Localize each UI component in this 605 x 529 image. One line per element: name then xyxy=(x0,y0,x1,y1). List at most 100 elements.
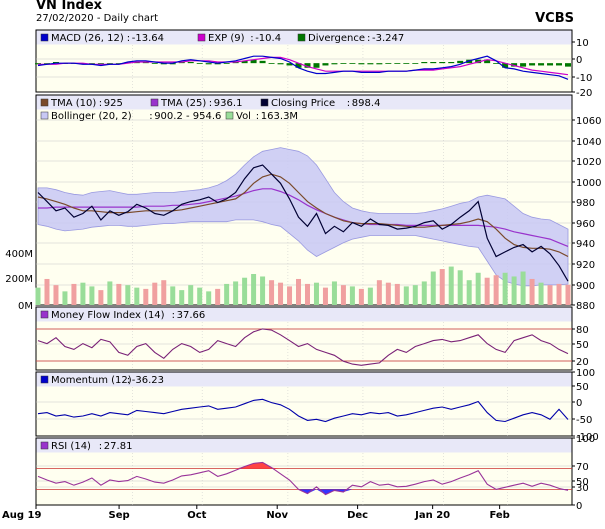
volume-bar xyxy=(529,278,535,305)
momentum-line xyxy=(37,398,569,423)
divergence-bar xyxy=(457,60,464,64)
volume-bar xyxy=(358,288,364,305)
legend-value: 37.66 xyxy=(177,310,206,321)
volume-bar xyxy=(385,282,391,305)
y-tick-label: 920 xyxy=(576,260,595,271)
divergence-bar xyxy=(295,63,302,68)
y-tick-label: 20 xyxy=(576,357,589,368)
legend-swatch-purple-square xyxy=(150,98,159,107)
volume-bar xyxy=(53,285,59,305)
legend-colon: : xyxy=(209,98,212,109)
volume-tick-label: 400M xyxy=(5,249,33,260)
divergence-bar xyxy=(331,63,338,65)
legend-swatch-blue-square xyxy=(40,33,49,42)
divergence-bar xyxy=(385,63,392,64)
volume-bar xyxy=(493,275,499,305)
legend-strip-rsi xyxy=(36,438,572,453)
divergence-bar xyxy=(412,63,419,64)
divergence-bar xyxy=(241,60,248,64)
volume-bar xyxy=(304,283,310,305)
volume-bar xyxy=(44,278,50,305)
volume-bar xyxy=(322,287,328,305)
divergence-bar xyxy=(520,63,527,67)
divergence-bar xyxy=(367,63,374,65)
divergence-bar xyxy=(565,63,571,67)
volume-bar xyxy=(457,270,463,305)
volume-bar xyxy=(80,282,86,305)
divergence-bar xyxy=(502,63,509,68)
divergence-bar xyxy=(556,63,563,66)
legend-name: Divergence xyxy=(308,33,365,44)
legend-colon: : xyxy=(250,33,253,44)
legend-name: Bollinger (20, 2) xyxy=(51,111,132,122)
divergence-bar xyxy=(187,62,194,64)
legend-name: Money Flow Index (14) xyxy=(51,310,165,321)
x-axis-label: Jan 20 xyxy=(414,510,450,521)
volume-bar xyxy=(421,281,427,305)
x-axis-label: Aug 19 xyxy=(2,510,41,521)
tma25-line xyxy=(38,188,569,247)
legend-swatch-brown-square xyxy=(40,98,49,107)
divergence-bar xyxy=(268,63,275,64)
legend-value: 925 xyxy=(104,98,123,109)
divergence-bar xyxy=(250,59,257,64)
bollinger-band xyxy=(37,147,569,287)
y-tick-label: 1040 xyxy=(576,137,601,148)
volume-bar xyxy=(430,271,436,305)
y-tick-label: 900 xyxy=(576,281,595,292)
volume-bar xyxy=(475,272,481,305)
divergence-bar xyxy=(538,63,545,66)
divergence-bar xyxy=(115,63,122,64)
y-tick-label: 50 xyxy=(576,477,589,488)
rsi-line xyxy=(37,461,569,496)
legend-swatch-lavender-square xyxy=(40,111,49,120)
legend-value: -10.4 xyxy=(255,33,281,44)
x-axis-label: Dec xyxy=(347,510,368,521)
divergence-bar xyxy=(223,63,230,64)
divergence-bar xyxy=(205,63,212,65)
x-axis-label: Oct xyxy=(187,510,206,521)
divergence-bar xyxy=(439,62,446,64)
legend-strip-momentum xyxy=(36,372,572,387)
y-tick-label: 10 xyxy=(576,38,589,49)
divergence-bar xyxy=(430,62,437,64)
exp-line xyxy=(38,56,569,76)
legend-name: Momentum (12) xyxy=(51,375,132,386)
legend-colon: : xyxy=(256,111,259,122)
volume-bar xyxy=(502,272,508,305)
legend-swatch-green-square xyxy=(297,33,306,42)
volume-bar xyxy=(511,276,517,305)
y-tick-label: 880 xyxy=(576,301,595,312)
y-tick-label: 0 xyxy=(576,501,582,512)
divergence-bar xyxy=(286,63,293,66)
y-tick-label: 30 xyxy=(576,483,589,494)
legend-name: TMA (10) xyxy=(50,98,96,109)
legend-value: -36.23 xyxy=(132,375,164,386)
chart-title: VN Index xyxy=(36,0,103,13)
legend-value: 27.81 xyxy=(104,441,133,452)
divergence-bar xyxy=(313,63,320,68)
volume-bar xyxy=(448,266,454,305)
volume-tick-label: 200M xyxy=(5,274,33,285)
macd-line xyxy=(37,55,569,80)
divergence-bar xyxy=(88,63,95,64)
divergence-bar xyxy=(322,63,329,66)
legend-swatch-green-square xyxy=(225,111,234,120)
volume-bar xyxy=(439,269,445,305)
volume-bar xyxy=(484,277,490,305)
divergence-bar xyxy=(484,59,491,64)
divergence-bar xyxy=(52,62,59,64)
divergence-bar xyxy=(493,63,500,64)
legend-colon: : xyxy=(99,441,102,452)
mfi-line xyxy=(37,328,569,366)
y-tick-label: 1060 xyxy=(576,116,601,127)
closing-price-line xyxy=(37,164,569,282)
volume-bar xyxy=(215,288,221,305)
divergence-bar xyxy=(196,63,203,64)
divergence-bar xyxy=(106,63,113,64)
divergence-bar xyxy=(349,63,356,64)
volume-bar xyxy=(107,281,113,305)
divergence-bar xyxy=(376,63,383,65)
